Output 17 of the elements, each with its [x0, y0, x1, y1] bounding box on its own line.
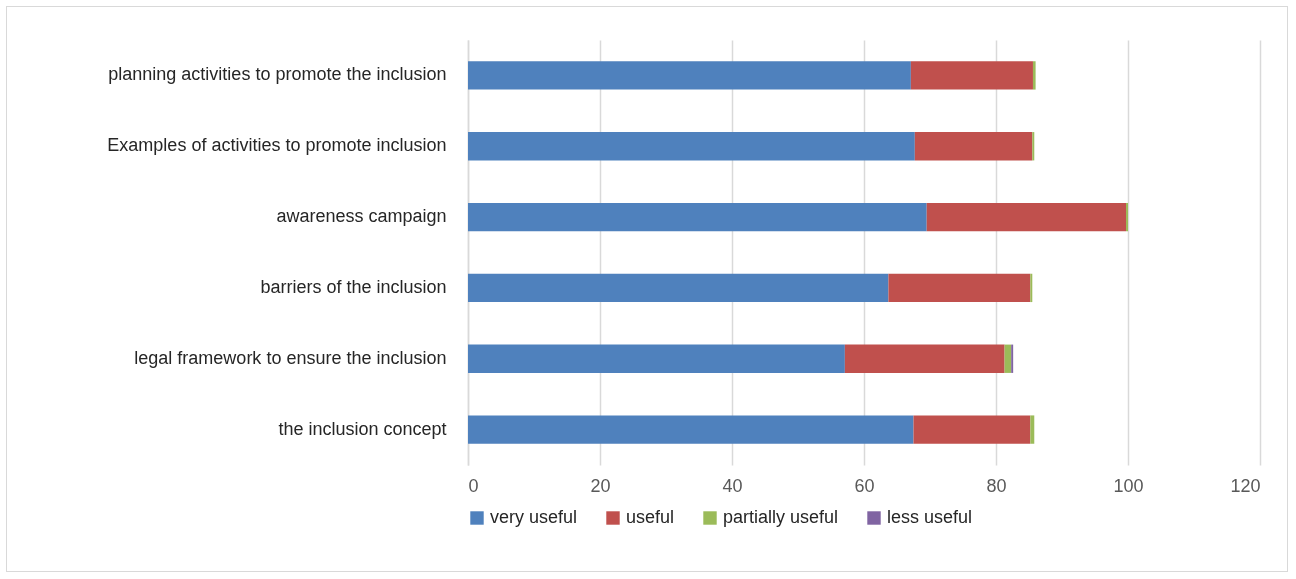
y-tick-label: barriers of the inclusion — [260, 276, 447, 297]
y-tick-label: planning activities to promote the inclusion — [108, 64, 447, 85]
x-tick-label: 120 — [1230, 475, 1261, 496]
y-tick-label: the inclusion concept — [278, 418, 447, 439]
x-tick-label: 100 — [1113, 475, 1144, 496]
x-tick-label: 20 — [590, 475, 611, 496]
y-tick-label: awareness campaign — [276, 206, 447, 227]
legend-label: less useful — [887, 507, 973, 527]
x-tick-label: 60 — [854, 475, 875, 496]
x-tick-label: 0 — [468, 475, 479, 496]
y-tick-label: legal framework to ensure the inclusion — [134, 347, 447, 368]
legend-label: partially useful — [723, 507, 839, 527]
legend-label: very useful — [490, 507, 578, 527]
y-tick-label: Examples of activities to promote inclusion — [107, 135, 447, 156]
x-tick-label: 80 — [986, 475, 1007, 496]
x-tick-label: 40 — [722, 475, 743, 496]
legend-label: useful — [626, 507, 675, 527]
